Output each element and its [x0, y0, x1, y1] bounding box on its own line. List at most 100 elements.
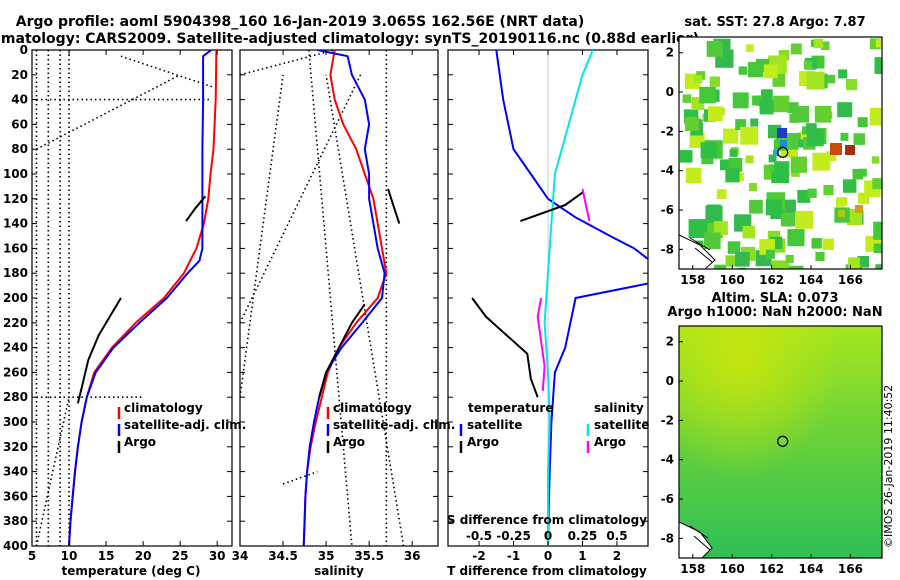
- sst-patch: [869, 107, 882, 126]
- difference-plot-area: [471, 50, 648, 546]
- sst-patch: [768, 154, 777, 163]
- series-line-argo: [387, 188, 401, 224]
- series-line-t-argo: [471, 297, 539, 398]
- series-line-satellite-adj-clim-: [68, 50, 212, 546]
- depth-tick-label: 320: [3, 440, 28, 454]
- sst-patch: [773, 95, 790, 113]
- dotted-reference-line: [120, 55, 214, 88]
- map-y-tick-label: -4: [661, 164, 674, 178]
- x-tick-label: 34: [232, 549, 249, 563]
- sla-highlight: [679, 326, 882, 558]
- argo-location-marker: [777, 435, 789, 447]
- sst-patch: [759, 100, 774, 115]
- sst-map-axes: 158 160 162 164 166 2 0 -2 -4 -6 -8: [661, 46, 863, 287]
- depth-tick-label: 160: [3, 241, 28, 255]
- x-axes: 5 10 15 20 25 30 34 34.5 35 35.5 36 -2 -1 0 1 2 -0.5 -0.2…: [28, 50, 628, 563]
- x-tick-label: 2: [613, 549, 621, 563]
- sst-patch: [738, 66, 747, 75]
- legend-argo: Argo: [333, 435, 365, 449]
- sst-patch: [806, 123, 817, 134]
- sla-map-axes: 158 160 162 164 166 2 0 -2 -4 -6 -8: [661, 335, 863, 576]
- sst-patch: [797, 190, 811, 203]
- s-diff-tick-label: -0.5: [466, 529, 492, 543]
- sst-patch: [750, 118, 759, 127]
- x-tick-label: -2: [472, 549, 485, 563]
- land-outline: [679, 234, 716, 269]
- legend-satellite-adj: satellite-adj. clim.: [333, 418, 455, 432]
- sst-patch: [694, 75, 703, 84]
- map-y-tick-label: -8: [661, 531, 674, 545]
- sst-patch: [839, 197, 848, 206]
- sst-patch: [802, 126, 810, 135]
- sst-patch: [748, 62, 764, 78]
- depth-tick-label: 380: [3, 514, 28, 528]
- legend-s-satellite: satellite: [594, 418, 649, 432]
- temperature-axis-label: temperature (deg C): [62, 564, 201, 578]
- legend-temperature-title: temperature: [468, 401, 553, 415]
- sst-patch: [688, 219, 708, 238]
- sst-patch: [732, 92, 749, 109]
- sst-patch: [773, 139, 786, 151]
- salinity-plot-area: [240, 50, 405, 546]
- sst-patch: [746, 44, 754, 52]
- map-y-tick-label: 0: [666, 374, 674, 388]
- sst-patch: [857, 117, 868, 128]
- sst-patch: [716, 189, 727, 199]
- legend-satellite-adj: satellite-adj. clim.: [124, 418, 246, 432]
- legend-climatology: climatology: [333, 401, 412, 415]
- depth-tick-label: 360: [3, 489, 28, 503]
- sst-patch: [842, 179, 857, 193]
- map-x-tick-label: 160: [720, 273, 745, 287]
- sst-patch: [714, 221, 728, 235]
- map-x-tick-label: 158: [680, 273, 705, 287]
- sst-patch: [685, 167, 702, 184]
- sst-patch: [781, 212, 795, 227]
- x-tick-label: 10: [61, 549, 78, 563]
- t-difference-axis-label: T difference from climatology: [447, 564, 647, 578]
- salinity-legend: climatology satellite-adj. clim. Argo: [326, 401, 455, 453]
- sst-anomaly-patch: [830, 143, 842, 155]
- temperature-plot-area: [35, 50, 218, 546]
- sst-anomaly-patch: [855, 205, 863, 213]
- depth-tick-label: 400: [3, 539, 28, 553]
- depth-tick-label: 300: [3, 415, 28, 429]
- depth-tick-label: 0: [20, 43, 28, 57]
- depth-tick-label: 60: [11, 117, 28, 131]
- legend-climatology: climatology: [124, 401, 203, 415]
- sst-patch: [857, 256, 869, 268]
- sst-patch: [815, 251, 825, 261]
- x-tick-label: 34.5: [268, 549, 298, 563]
- coastline: [689, 525, 711, 551]
- depth-tick-label: 240: [3, 341, 28, 355]
- sla-map-area: [679, 326, 882, 558]
- sst-patch: [795, 210, 813, 229]
- map-y-tick-label: 0: [666, 85, 674, 99]
- sst-patch: [765, 199, 782, 216]
- x-tick-label: 20: [135, 549, 152, 563]
- sst-patch: [725, 255, 737, 267]
- sst-patch: [874, 57, 882, 74]
- sst-patch: [852, 169, 863, 180]
- sst-map-frame: [678, 36, 883, 270]
- sst-patch: [740, 126, 759, 145]
- sst-map-area: [679, 38, 882, 269]
- sst-patch: [771, 260, 790, 269]
- difference-legend: temperature satellite Argo salinity sate…: [459, 401, 649, 453]
- sst-anomaly-patch: [845, 145, 855, 155]
- sst-patch: [812, 152, 831, 171]
- x-tick-label: 0: [544, 549, 552, 563]
- legend-t-satellite: satellite: [467, 418, 522, 432]
- sst-patch: [735, 252, 750, 267]
- depth-tick-label: 80: [11, 142, 28, 156]
- sst-patch: [727, 241, 741, 254]
- series-line-s-argo: [536, 297, 546, 392]
- argo-location-marker: [777, 146, 789, 158]
- sst-patch: [729, 149, 738, 157]
- sst-patch: [768, 164, 776, 172]
- sst-patch: [826, 151, 837, 161]
- depth-axis: 0 20 40 60 80 100 120 140 160 180 200 220 240 260 280 3…: [3, 43, 648, 553]
- x-tick-label: 30: [209, 549, 226, 563]
- sst-patch: [738, 267, 747, 269]
- sst-patch: [823, 185, 834, 196]
- x-tick-label: 1: [578, 549, 586, 563]
